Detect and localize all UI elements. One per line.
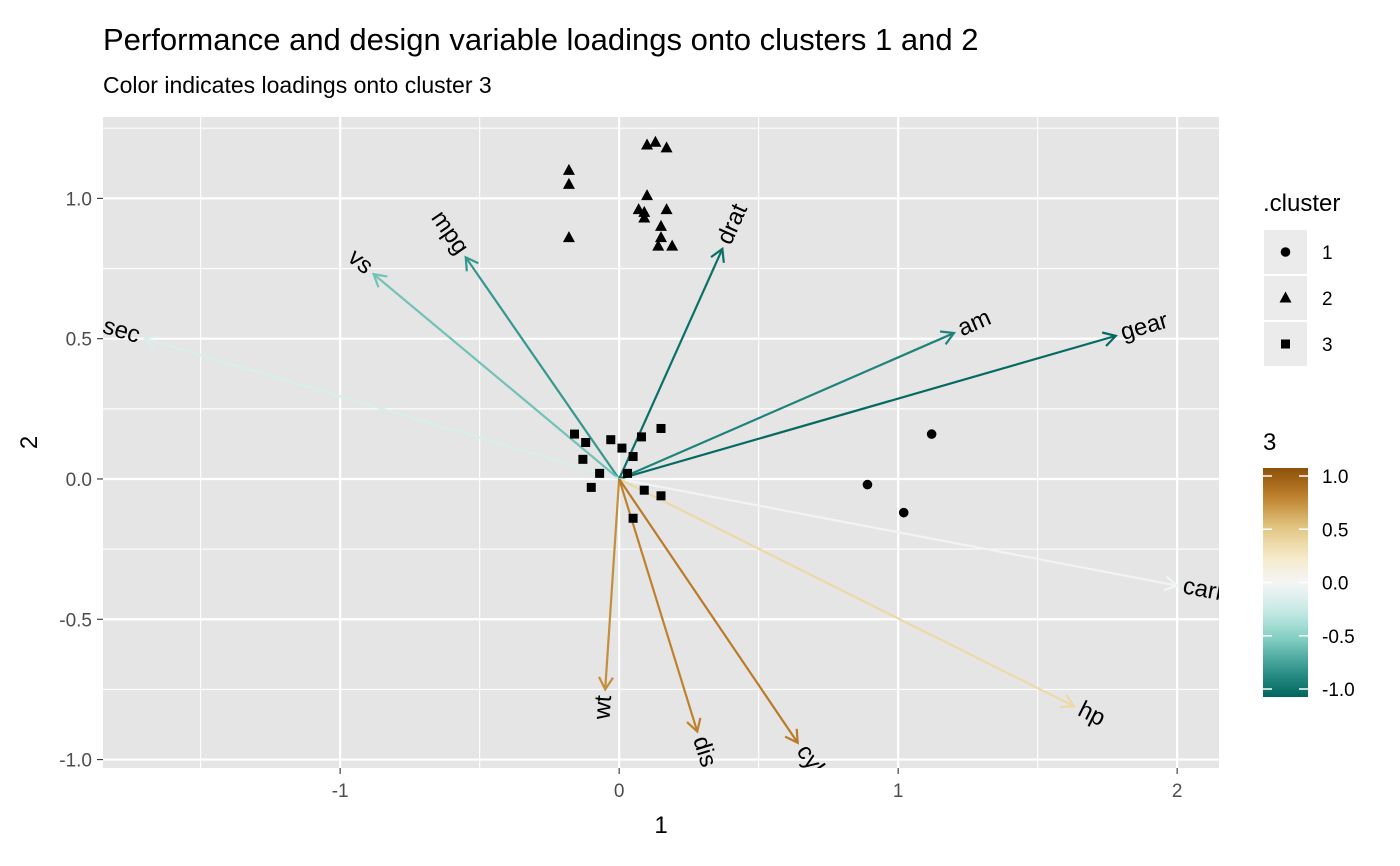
cluster-2-point [655,219,667,231]
arrow-head [371,272,388,288]
cluster-3-point [595,468,605,478]
legend-circle-icon [1280,247,1291,257]
colorbar-tick-label: 0.0 [1322,574,1348,595]
arrow-head [142,334,159,350]
cluster-2-point [655,231,667,243]
loading-arrow [618,334,1117,481]
legend-square-icon [1281,339,1290,349]
cluster-3-point [639,485,649,495]
colorbar-tick-label: 0.5 [1322,520,1348,541]
x-axis-label: 1 [654,812,667,839]
cluster-3-point [606,435,616,445]
legend-triangle-icon [1279,291,1292,303]
cluster-2-point [652,239,665,251]
colorbar-tick-label: -1.0 [1322,680,1355,701]
y-tick-label: 1.0 [66,189,92,210]
color-legend-title: 3 [1263,429,1276,456]
loading-arrow [618,477,1178,587]
x-tick-label: 1 [893,781,904,802]
loading-arrow [464,256,621,480]
shape-legend-title: .cluster [1263,190,1340,217]
grid-lines [103,117,1219,768]
cluster-3-point [623,468,633,478]
loading-arrow [144,337,620,481]
loading-arrow [372,273,620,480]
x-tick-label: 2 [1172,781,1183,802]
loading-arrow [618,477,1075,708]
arrow-head [464,255,479,272]
x-tick-label: -1 [332,781,349,802]
colorbar-tick-label: 1.0 [1322,467,1348,488]
cluster-1-point [898,507,909,518]
arrow-head [598,676,614,692]
cluster-2-point [666,239,679,251]
cluster-3-point [636,432,646,442]
y-tick-label: -1.0 [59,751,92,772]
y-axis-label: 2 [16,436,43,449]
cluster-2-point [638,211,651,223]
arrow-head [686,717,702,734]
cluster-3-point [578,454,588,464]
cluster-2-point [562,231,575,243]
cluster-2-point [638,205,651,217]
cluster-2-point [641,138,654,150]
chart-title: Performance and design variable loadings… [103,22,979,57]
cluster-3-point [570,429,580,439]
arrow-label: wt [589,694,618,721]
y-tick-label: 0.5 [66,330,92,351]
arrow-head [1163,575,1180,592]
axes: -1 0 1 2 -1.0 -0.5 0.0 0.5 1.0 1 2 [16,189,1182,839]
shape-legend-label: 3 [1322,335,1333,356]
shape-legend-label: 1 [1322,243,1333,264]
cluster-2-point [562,177,575,189]
shape-legend-label: 2 [1322,289,1333,310]
cluster-1-point [926,429,937,439]
cluster-2-point [660,203,673,215]
cluster-points [562,135,937,523]
cluster-3-point [581,438,591,447]
cluster-2-point [641,189,654,201]
arrow-head [710,246,725,263]
loading-arrows [142,246,1180,745]
cluster-1-point [862,479,873,490]
colorbar-tick-label: -0.5 [1322,627,1355,648]
loading-arrow [618,478,799,744]
arrow-head [1101,331,1118,347]
loading-arrow [618,248,724,480]
shape-legend: .cluster 1 2 3 [1263,190,1340,366]
chart-subtitle: Color indicates loadings onto cluster 3 [103,72,492,98]
color-legend: 3 1.0 0.5 0.0 -0.5 -1.0 [1263,429,1355,701]
cluster-3-point [628,452,638,462]
x-tick-label: 0 [614,781,625,802]
arrow-head [784,728,799,745]
cluster-2-point [649,135,662,147]
cluster-3-point [656,491,666,501]
cluster-2-point [660,141,673,153]
plot-panel [103,117,1219,768]
y-tick-label: -0.5 [59,610,92,631]
arrow-head [939,330,956,345]
cluster-3-point [628,513,638,523]
cluster-2-point [562,163,575,175]
arrow-head [1059,693,1076,709]
y-tick-label: 0.0 [66,470,92,491]
cluster-3-point [656,423,666,433]
loading-arrow [604,478,621,690]
cluster-3-point [586,482,596,492]
cluster-3-point [617,443,627,453]
loading-arrow [618,332,955,480]
